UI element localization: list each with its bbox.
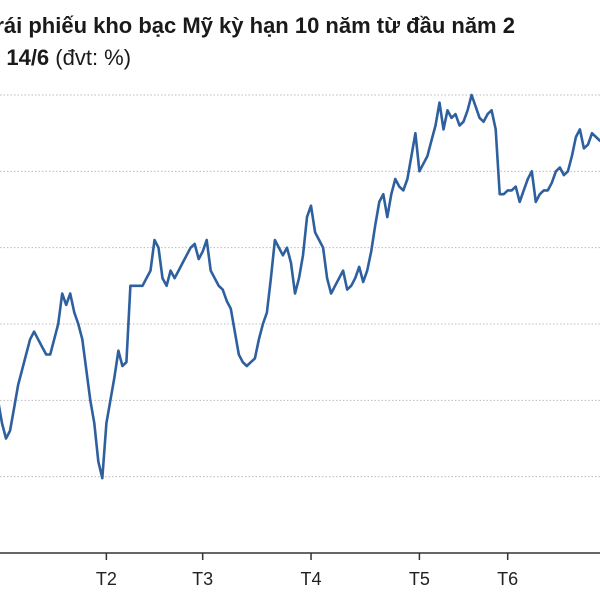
chart-title-date: y 14/6 <box>0 45 50 70</box>
chart-subtitle-unit: (đvt: %) <box>49 45 132 70</box>
chart-title-line-2: y 14/6 (đvt: %) <box>0 45 131 71</box>
gridlines <box>0 94 600 478</box>
series-layer <box>0 93 600 480</box>
x-tick-label: T5 <box>409 569 430 589</box>
x-tick-label: T4 <box>301 569 322 589</box>
x-tick-label: T3 <box>192 569 213 589</box>
x-axis: T2 T3 T4 T5 T6 <box>0 552 600 589</box>
chart-title-line-1: trái phiếu kho bạc Mỹ kỳ hạn 10 năm từ đ… <box>0 13 515 38</box>
x-tick-label: T2 <box>96 569 117 589</box>
x-tick-label: T6 <box>497 569 518 589</box>
series-line <box>0 93 600 480</box>
